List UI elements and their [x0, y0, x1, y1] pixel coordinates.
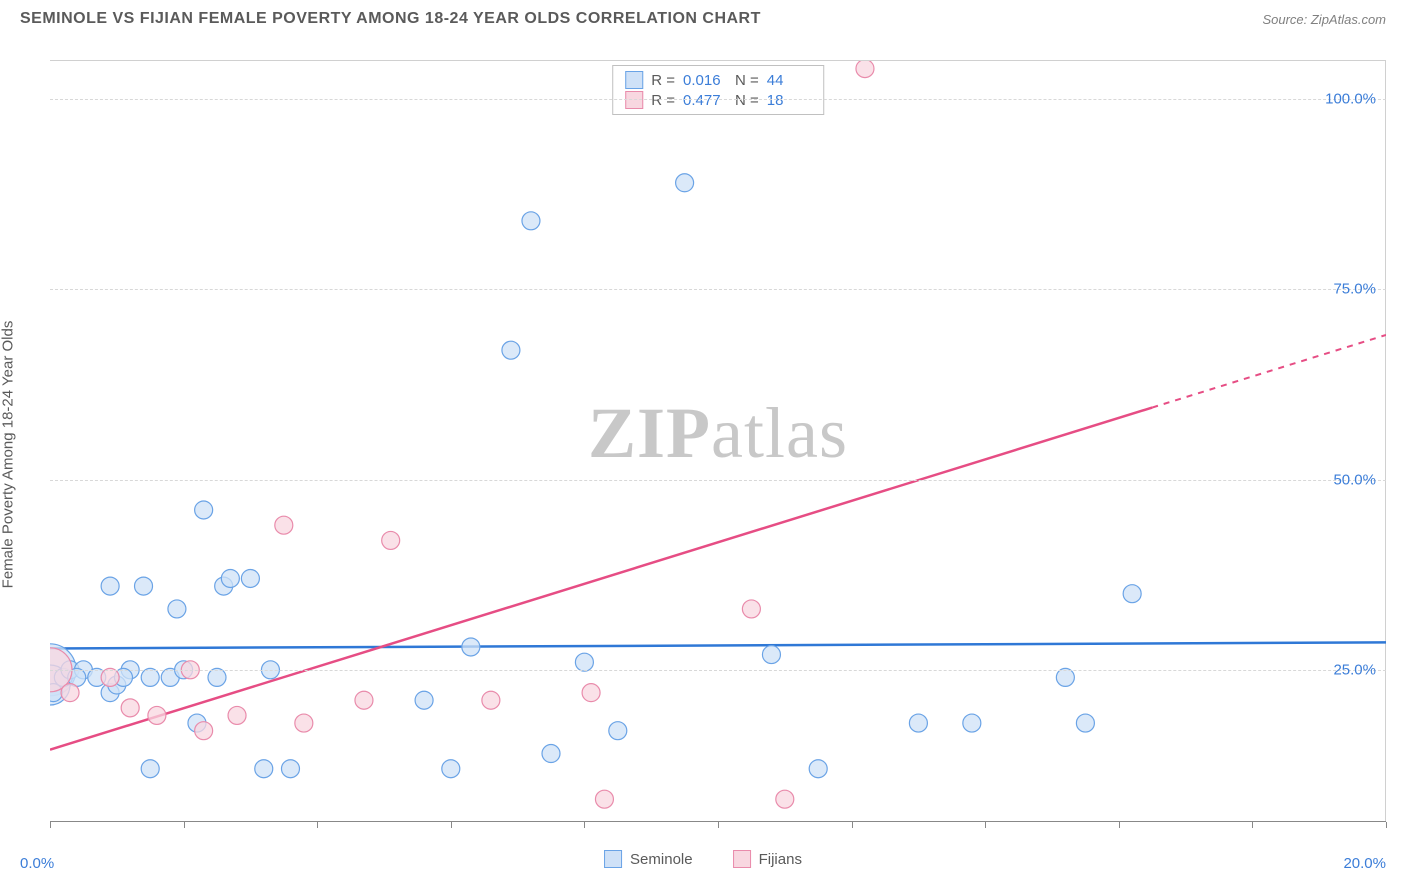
- x-tick-label: 20.0%: [1343, 855, 1386, 872]
- x-tick: [985, 822, 986, 828]
- y-tick-label: 100.0%: [1325, 91, 1376, 108]
- gridline: [50, 480, 1386, 481]
- y-axis-label: Female Poverty Among 18-24 Year Olds: [0, 321, 17, 589]
- x-tick: [184, 822, 185, 828]
- y-tick-label: 50.0%: [1333, 471, 1376, 488]
- gridline: [50, 670, 1386, 671]
- gridline: [50, 99, 1386, 100]
- label-r: R =: [651, 72, 675, 89]
- x-tick: [718, 822, 719, 828]
- chart-header: SEMINOLE VS FIJIAN FEMALE POVERTY AMONG …: [0, 0, 1406, 34]
- x-tick: [1386, 822, 1387, 828]
- chart-title: SEMINOLE VS FIJIAN FEMALE POVERTY AMONG …: [20, 10, 761, 28]
- x-tick: [584, 822, 585, 828]
- x-tick-label: 0.0%: [20, 855, 54, 872]
- swatch-seminole: [604, 850, 622, 868]
- legend-label-fijians: Fijians: [759, 851, 802, 868]
- x-tick: [1119, 822, 1120, 828]
- value-r-seminole: 0.016: [683, 72, 727, 89]
- legend-item-seminole: Seminole: [604, 850, 693, 868]
- scatter-plot-svg: [50, 61, 1386, 822]
- legend-label-seminole: Seminole: [630, 851, 693, 868]
- x-tick: [852, 822, 853, 828]
- swatch-seminole: [625, 71, 643, 89]
- x-tick: [451, 822, 452, 828]
- series-legend: Seminole Fijians: [604, 850, 802, 868]
- x-tick: [50, 822, 51, 828]
- y-tick-label: 75.0%: [1333, 281, 1376, 298]
- correlation-legend: R = 0.016 N = 44 R = 0.477 N = 18: [612, 65, 824, 115]
- legend-item-fijians: Fijians: [733, 850, 802, 868]
- gridline: [50, 289, 1386, 290]
- legend-row-seminole: R = 0.016 N = 44: [625, 70, 811, 90]
- swatch-fijians: [733, 850, 751, 868]
- chart-area: ZIPatlas R = 0.016 N = 44 R = 0.477 N = …: [50, 60, 1386, 822]
- value-n-seminole: 44: [767, 72, 811, 89]
- x-tick: [1252, 822, 1253, 828]
- y-tick-label: 25.0%: [1333, 661, 1376, 678]
- label-n: N =: [735, 72, 759, 89]
- chart-source: Source: ZipAtlas.com: [1262, 12, 1386, 27]
- x-tick: [317, 822, 318, 828]
